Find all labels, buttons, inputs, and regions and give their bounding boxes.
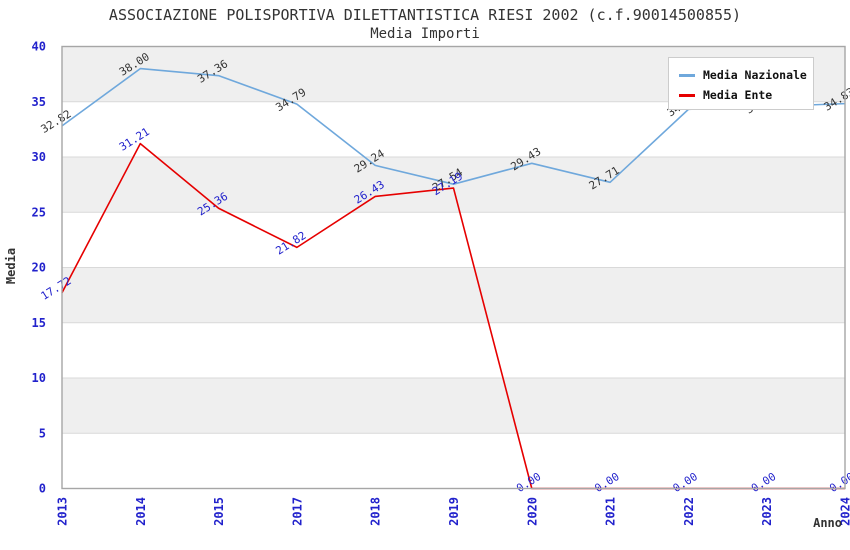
x-tick-label: 2015	[212, 497, 226, 526]
x-tick-label: 2021	[604, 497, 618, 526]
data-label-media-ente: 0.00	[592, 470, 621, 495]
data-label-media-ente: 0.00	[827, 470, 850, 495]
x-tick-label: 2017	[290, 497, 304, 526]
x-tick-label: 2020	[525, 497, 539, 526]
y-tick-label: 40	[32, 40, 46, 54]
y-tick-label: 30	[32, 150, 46, 164]
x-tick-label: 2018	[369, 497, 383, 526]
x-tick-label: 2019	[447, 497, 461, 526]
data-label-media-ente: 0.00	[749, 470, 778, 495]
y-tick-label: 35	[32, 95, 46, 109]
x-tick-label: 2023	[760, 497, 774, 526]
y-tick-label: 20	[32, 261, 46, 275]
plot-band	[62, 378, 845, 434]
chart-title: ASSOCIAZIONE POLISPORTIVA DILETTANTISTIC…	[108, 6, 742, 24]
x-tick-label: 2013	[56, 497, 70, 526]
y-tick-label: 25	[32, 205, 46, 219]
data-label-media-ente: 0.00	[514, 470, 543, 495]
legend-label-media-ente: Media Ente	[703, 88, 773, 102]
y-tick-label: 10	[32, 371, 46, 385]
legend-label-media-nazionale: Media Nazionale	[703, 68, 807, 82]
y-tick-label: 15	[32, 316, 46, 330]
x-tick-label: 2014	[134, 497, 148, 526]
y-tick-label: 0	[39, 482, 46, 496]
x-tick-label: 2024	[839, 497, 850, 526]
data-label-media-ente: 21.82	[274, 229, 309, 258]
legend-item-media-ente: Media Ente	[679, 85, 813, 105]
legend-item-media-nazionale: Media Nazionale	[679, 65, 813, 85]
x-axis-title: Anno	[813, 516, 842, 530]
plot-band	[62, 267, 845, 323]
legend-swatch-media-ente-icon	[679, 93, 695, 97]
data-label-media-nazionale: 32.82	[39, 107, 74, 136]
legend: Media Nazionale Media Ente	[668, 57, 814, 110]
y-axis-title: Media	[4, 247, 18, 285]
x-tick-label: 2022	[682, 497, 696, 526]
data-label-media-ente: 0.00	[671, 470, 700, 495]
chart-subtitle: Media Importi	[370, 26, 480, 42]
plot-border	[61, 45, 846, 490]
legend-swatch-media-nazionale-icon	[679, 73, 695, 77]
y-tick-label: 5	[39, 426, 46, 440]
